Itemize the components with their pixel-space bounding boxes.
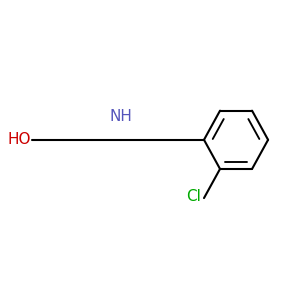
Text: HO: HO <box>7 132 31 147</box>
Text: NH: NH <box>110 109 132 124</box>
Text: Cl: Cl <box>186 189 201 204</box>
